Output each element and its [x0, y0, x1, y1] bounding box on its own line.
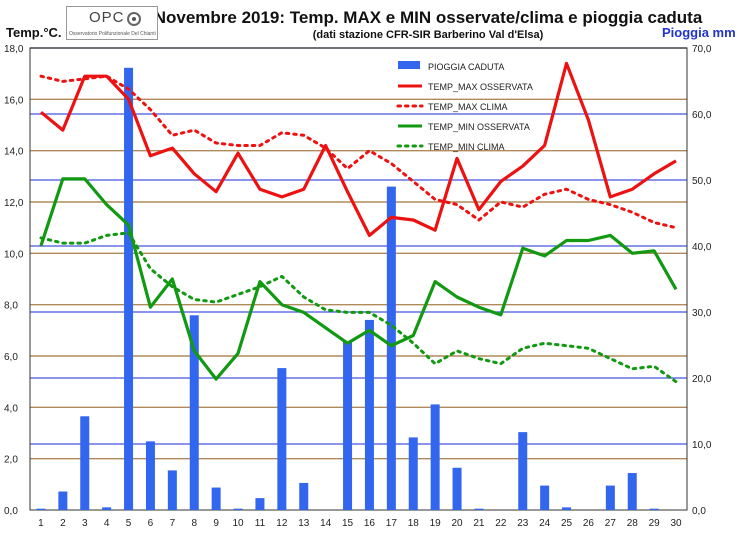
y-axis-label-right: Pioggia mm	[662, 25, 736, 40]
rain-bar	[605, 485, 615, 510]
rain-bar	[167, 470, 177, 510]
legend-swatch	[398, 61, 420, 69]
rain-bar	[80, 416, 90, 510]
y-tick-label-left: 2,0	[4, 455, 18, 466]
rain-bar	[145, 441, 155, 510]
rain-bar	[211, 487, 221, 510]
rain-bar	[627, 473, 637, 510]
rain-bar	[474, 508, 484, 510]
x-tick-label: 11	[255, 518, 266, 529]
x-tick-label: 24	[539, 518, 551, 529]
x-tick-label: 26	[583, 518, 595, 529]
chart-subtitle: (dati stazione CFR-SIR Barberino Val d'E…	[313, 29, 544, 41]
chart-title: Novembre 2019: Temp. MAX e MIN osservate…	[154, 8, 703, 27]
rain-bar	[124, 67, 134, 511]
x-tick-label: 7	[170, 518, 176, 529]
x-tick-label: 17	[386, 518, 398, 529]
plot-frame	[29, 47, 688, 511]
rain-bar	[386, 186, 396, 510]
x-tick-label: 4	[104, 518, 110, 529]
x-tick-label: 28	[627, 518, 639, 529]
rain-bar	[58, 491, 68, 510]
observed-line	[39, 177, 678, 381]
rain-bar	[364, 319, 374, 510]
y-axis-label-left: Temp.°C.	[6, 25, 62, 40]
y-tick-label-right: 20,0	[692, 374, 712, 385]
x-tick-label: 10	[232, 518, 244, 529]
x-tick-label: 18	[408, 518, 420, 529]
logo-subtitle: Osservatorio Polifunzionale Del Chianti	[69, 31, 156, 37]
x-tick-label: 21	[473, 518, 485, 529]
legend-label: TEMP_MAX OSSERVATA	[428, 82, 533, 92]
y-tick-label-left: 14,0	[4, 147, 24, 158]
y-tick-label-left: 6,0	[4, 352, 18, 363]
x-tick-label: 8	[191, 518, 197, 529]
x-tick-label: 30	[670, 518, 682, 529]
rain-bar	[102, 507, 112, 510]
y-tick-label-right: 60,0	[692, 110, 712, 121]
legend-label: TEMP_MIN CLIMA	[428, 142, 505, 152]
rain-bar	[277, 368, 287, 510]
y-tick-label-left: 18,0	[4, 44, 24, 55]
x-tick-label: 22	[495, 518, 507, 529]
rain-bar	[36, 508, 46, 510]
x-tick-label: 2	[60, 518, 66, 529]
y-tick-label-left: 8,0	[4, 301, 18, 312]
rain-bar	[649, 508, 659, 510]
rain-bar	[452, 467, 462, 510]
rain-bar	[518, 432, 528, 510]
y-tick-label-left: 0,0	[4, 506, 18, 517]
legend-label: TEMP_MAX CLIMA	[428, 102, 508, 112]
y-tick-label-left: 10,0	[4, 249, 24, 260]
x-tick-label: 5	[126, 518, 132, 529]
x-tick-label: 23	[517, 518, 529, 529]
x-tick-label: 16	[364, 518, 376, 529]
x-tick-label: 20	[451, 518, 463, 529]
rain-bar	[233, 508, 243, 510]
x-tick-label: 25	[561, 518, 573, 529]
x-tick-label: 13	[298, 518, 310, 529]
y-tick-label-right: 30,0	[692, 308, 712, 319]
rain-bar	[430, 404, 440, 510]
rain-bar	[408, 437, 418, 510]
legend-label: TEMP_MIN OSSERVATA	[428, 122, 530, 132]
y-tick-label-right: 70,0	[692, 44, 712, 55]
rain-bar	[255, 498, 265, 510]
opc-logo: OPC Osservatorio Polifunzionale Del Chia…	[66, 6, 158, 40]
x-tick-label: 3	[82, 518, 88, 529]
rain-bar	[540, 485, 550, 510]
x-tick-label: 6	[148, 518, 154, 529]
x-tick-label: 29	[649, 518, 661, 529]
x-tick-label: 12	[276, 518, 288, 529]
eye-icon	[127, 12, 141, 26]
x-tick-label: 9	[213, 518, 219, 529]
rain-bar	[562, 507, 572, 510]
logo-text: OPC	[89, 9, 125, 26]
y-tick-label-left: 16,0	[4, 95, 24, 106]
y-tick-label-left: 12,0	[4, 198, 24, 209]
x-tick-label: 15	[342, 518, 354, 529]
x-tick-label: 14	[320, 518, 332, 529]
legend-label: PIOGGIA CADUTA	[428, 62, 504, 72]
clima-line	[39, 231, 678, 384]
x-tick-label: 19	[430, 518, 442, 529]
rain-bar	[299, 482, 309, 510]
rain-bar	[189, 315, 199, 510]
y-tick-label-right: 10,0	[692, 440, 712, 451]
observed-line	[39, 61, 677, 237]
rain-bar	[343, 341, 353, 510]
y-tick-label-left: 4,0	[4, 403, 18, 414]
y-tick-label-right: 50,0	[692, 176, 712, 187]
x-tick-label: 1	[38, 518, 44, 529]
y-tick-label-right: 0,0	[692, 506, 706, 517]
x-tick-label: 27	[605, 518, 617, 529]
y-tick-label-right: 40,0	[692, 242, 712, 253]
